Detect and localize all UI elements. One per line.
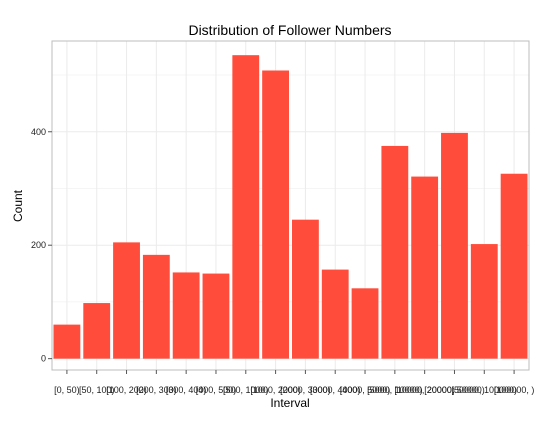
bar: [291, 219, 319, 359]
bar: [172, 272, 200, 359]
y-tick-label: 200: [31, 240, 46, 250]
x-tick-label: [1000, 2000): [250, 385, 301, 395]
bar: [381, 145, 409, 359]
x-tick-label: [100000, ): [494, 385, 535, 395]
x-tick-label: [5000, 10000): [367, 385, 423, 395]
bar: [411, 176, 439, 359]
bar: [202, 273, 230, 359]
y-tick-label: 0: [41, 354, 46, 364]
bar: [321, 269, 349, 359]
bar: [83, 303, 111, 359]
x-tick-label: [4000, 5000): [340, 385, 391, 395]
x-tick-label: [300, 400): [166, 385, 207, 395]
x-axis: [0, 50) [50, 100)[100, 200)[200, 300)[300…: [54, 370, 534, 395]
x-tick-label: [500, 1000): [223, 385, 269, 395]
bar: [232, 55, 260, 359]
x-tick-label: [0, 50): [54, 385, 80, 395]
x-tick-label: [50000, 100000): [452, 385, 518, 395]
bar: [142, 254, 170, 359]
chart-title: Distribution of Follower Numbers: [188, 22, 391, 38]
bar: [500, 173, 528, 359]
panel-border: [51, 40, 530, 371]
bar: [53, 324, 81, 359]
x-tick-label: [3000, 4000): [310, 385, 361, 395]
x-tick-label: [100, 200): [106, 385, 147, 395]
x-tick-label: [50, 100): [79, 385, 115, 395]
x-tick-label: [20000, 50000): [424, 385, 485, 395]
y-axis-title: Count: [11, 189, 25, 222]
bar: [113, 242, 140, 359]
x-tick-label: [10000, 20000): [394, 385, 455, 395]
x-tick-label: [200, 300): [136, 385, 177, 395]
bars-group: [53, 55, 528, 359]
bar: [351, 288, 379, 359]
y-tick-label: 400: [31, 127, 46, 137]
bar: [470, 244, 498, 359]
bar: [262, 70, 290, 359]
y-axis: 0 200 400: [31, 127, 52, 364]
x-axis-title: Interval: [270, 396, 309, 410]
plot-panel: [51, 40, 530, 371]
x-tick-label: [2000, 3000): [280, 385, 331, 395]
x-tick-label: [400, 500): [196, 385, 237, 395]
bar: [441, 132, 468, 359]
